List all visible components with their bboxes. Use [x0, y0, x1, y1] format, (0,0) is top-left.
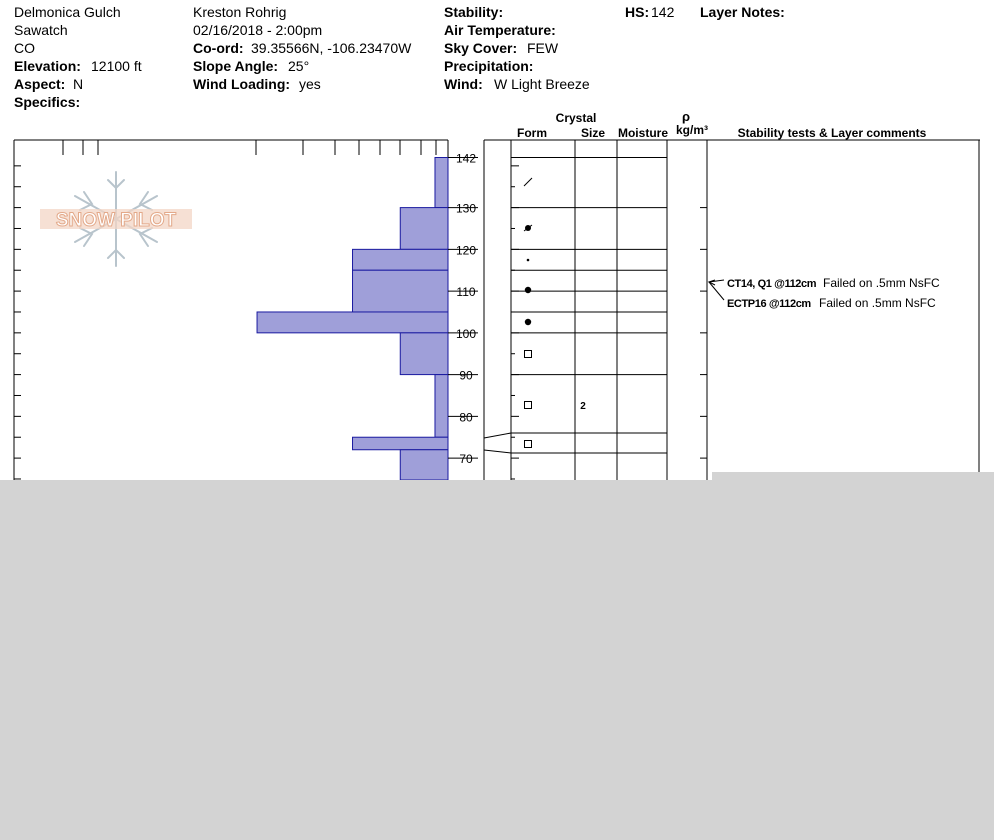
sky-cover-value: FEW [527, 40, 559, 56]
page-top [0, 0, 994, 480]
moisture-header: Moisture [618, 126, 668, 140]
header-hs-block: HS: 142 Layer Notes: [625, 4, 785, 20]
header-location-block: Delmonica Gulch Sawatch CO Elevation: 12… [14, 4, 142, 110]
observation-datetime: 02/16/2018 - 2:00pm [193, 22, 322, 38]
height-axis-label-142: 142 [456, 152, 476, 166]
precip-label: Precipitation: [444, 58, 533, 74]
decomposed-slash-icon [523, 224, 533, 232]
wind-value: W Light Breeze [494, 76, 590, 92]
hardness-bar-8 [399, 449, 449, 481]
stability-label: Stability: [444, 4, 503, 20]
stability-test-comment: Failed on .5mm NsFC [819, 296, 936, 310]
hs-value: 142 [651, 4, 675, 20]
hardness-graph [13, 139, 449, 481]
coord-value: 39.35566N, -106.23470W [251, 40, 412, 56]
height-axis-label-110: 110 [456, 285, 475, 299]
slope-value: 25° [288, 58, 309, 74]
aspect-value: N [73, 76, 83, 92]
stability-test-comment: Failed on .5mm NsFC [823, 276, 940, 290]
hardness-bar-6 [434, 374, 449, 438]
rho-header: ρ [682, 109, 690, 124]
lower-gray-area [0, 480, 994, 840]
hardness-bar-2 [352, 248, 449, 271]
density-unit-header: kg/m³ [676, 123, 708, 137]
snowpilot-logo: SNOW PILOT [40, 171, 192, 267]
air-temp-label: Air Temperature: [444, 22, 556, 38]
aspect-label: Aspect: [14, 76, 65, 92]
elevation-label: Elevation: [14, 58, 81, 74]
wind-loading-value: yes [299, 76, 321, 92]
logo-text: SNOW PILOT [56, 210, 177, 231]
layer-lines [483, 157, 667, 454]
mountain-range: Sawatch [14, 22, 68, 38]
stability-test-code: ECTP16 @112cm [727, 298, 811, 310]
height-axis-label-90: 90 [459, 369, 473, 383]
stability-test-code: CT14, Q1 @112cm [727, 278, 817, 290]
layer-connector-75 [483, 432, 512, 439]
observer-name: Kreston Rohrig [193, 4, 286, 20]
rounded-grain-icon [524, 318, 532, 326]
new-snow-icon [523, 177, 533, 187]
height-axis-label-120: 120 [456, 243, 476, 257]
header-observer-block: Kreston Rohrig 02/16/2018 - 2:00pm Co-or… [193, 4, 412, 92]
hardness-bar-5 [399, 332, 449, 376]
logo-band [40, 209, 192, 229]
hs-label: HS: [625, 4, 649, 20]
coord-label: Co-ord: [193, 40, 244, 56]
height-axis-label-70: 70 [459, 452, 473, 466]
right-gray-block [712, 472, 994, 480]
column-headers: Crystal Form Size Moisture ρ kg/m³ Stabi… [517, 109, 927, 140]
slope-label: Slope Angle: [193, 58, 278, 74]
stability-tests: CT14, Q1 @112cm Failed on .5mm NsFCECTP16… [707, 276, 940, 310]
stability-arrow-icon [707, 279, 716, 286]
height-axis-label-130: 130 [456, 202, 476, 216]
crystal-symbols: 2 [523, 177, 586, 448]
faceted-grain-icon [524, 350, 532, 358]
small-rounded-icon [526, 258, 530, 262]
stability-test-pointer-1 [708, 281, 725, 301]
hardness-bar-7 [352, 436, 449, 451]
faceted-grain-icon [524, 440, 532, 448]
density-ticks [700, 207, 707, 459]
hardness-top-ticks [62, 140, 437, 155]
hardness-bar-4 [256, 311, 449, 334]
elevation-value: 12100 ft [91, 58, 142, 74]
stability-tests-header: Stability tests & Layer comments [738, 126, 927, 140]
sky-cover-label: Sky Cover: [444, 40, 517, 56]
header-weather-block: Stability: Air Temperature: Sky Cover: F… [444, 4, 590, 92]
location-name: Delmonica Gulch [14, 4, 121, 20]
form-header: Form [517, 126, 547, 140]
height-axis: 70 80 90 100 110 120 130 142 [448, 152, 478, 466]
hardness-bar-0 [434, 157, 449, 209]
hardness-bar-3 [352, 269, 449, 313]
layer-notes-label: Layer Notes: [700, 4, 785, 20]
hardness-bars [256, 157, 449, 481]
height-axis-label-100: 100 [456, 327, 476, 341]
rounded-grain-icon [524, 286, 532, 294]
specifics-label: Specifics: [14, 94, 80, 110]
layer-connector-72 [483, 449, 512, 454]
layer-table: 2 CT14, Q1 @112cm Failed on .5mm NsFCECTP… [483, 139, 980, 480]
crystal-size-label: 2 [580, 401, 586, 412]
faceted-grain-icon [524, 401, 532, 409]
hardness-left-ticks [14, 165, 21, 480]
state: CO [14, 40, 35, 56]
height-axis-label-80: 80 [459, 410, 473, 424]
wind-label: Wind: [444, 76, 483, 92]
wind-loading-label: Wind Loading: [193, 76, 290, 92]
size-header: Size [581, 126, 605, 140]
crystal-header: Crystal [556, 111, 597, 125]
hardness-bar-1 [399, 207, 449, 250]
